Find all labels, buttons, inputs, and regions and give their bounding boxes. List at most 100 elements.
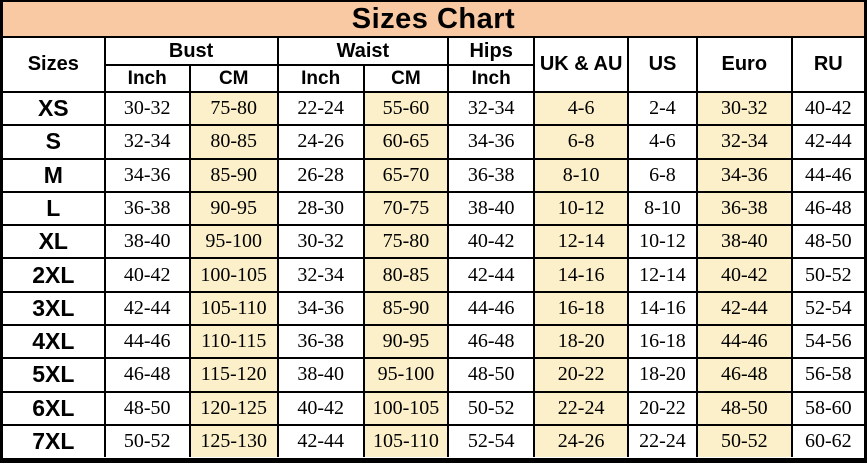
size-label: 7XL: [3, 423, 106, 457]
cell-ru: 54-56: [790, 323, 864, 360]
cell-waist-cm: 105-110: [362, 423, 450, 457]
cell-waist-inch: 22-24: [276, 90, 365, 127]
cell-bust-cm: 75-80: [188, 90, 279, 127]
cell-bust-inch: 48-50: [103, 390, 191, 426]
size-label: XL: [3, 224, 106, 260]
table-row: 4XL 44-46 110-115 36-38 90-95 46-48 18-20 16-18…: [3, 323, 864, 360]
subheader-bust-inch: Inch: [104, 64, 191, 93]
size-label: S: [3, 124, 106, 160]
cell-waist-cm: 100-105: [362, 390, 450, 426]
cell-uk-au: 4-6: [533, 90, 630, 127]
cell-us: 22-24: [627, 423, 698, 457]
cell-bust-cm: 85-90: [188, 157, 279, 193]
cell-uk-au: 20-22: [533, 357, 630, 393]
cell-bust-inch: 30-32: [103, 90, 191, 127]
size-label: XS: [3, 90, 106, 127]
cell-us: 2-4: [627, 90, 698, 127]
cell-ru: 44-46: [790, 157, 864, 193]
cell-waist-cm: 75-80: [362, 224, 450, 260]
cell-bust-cm: 115-120: [188, 357, 279, 393]
cell-bust-inch: 44-46: [103, 323, 191, 360]
size-label: 6XL: [3, 390, 106, 426]
cell-bust-inch: 34-36: [103, 157, 191, 193]
cell-bust-inch: 42-44: [103, 290, 191, 326]
cell-bust-cm: 125-130: [188, 423, 279, 457]
cell-euro: 30-32: [695, 90, 793, 127]
cell-uk-au: 10-12: [533, 190, 630, 227]
cell-uk-au: 16-18: [533, 290, 630, 326]
cell-us: 16-18: [627, 323, 698, 360]
cell-waist-inch: 32-34: [276, 257, 365, 293]
cell-us: 8-10: [627, 190, 698, 227]
cell-bust-cm: 90-95: [188, 190, 279, 227]
cell-bust-inch: 50-52: [103, 423, 191, 457]
cell-uk-au: 22-24: [533, 390, 630, 426]
size-label: L: [3, 190, 106, 227]
cell-euro: 48-50: [695, 390, 793, 426]
table-row: XL 38-40 95-100 30-32 75-80 40-42 12-14 10-12 38…: [3, 224, 864, 260]
cell-hips-inch: 42-44: [447, 257, 536, 293]
cell-uk-au: 12-14: [533, 224, 630, 260]
header-group-row: Sizes Bust Waist Hips UK & AU US Euro RU: [3, 38, 864, 93]
column-header-us: US: [627, 38, 698, 93]
cell-waist-inch: 42-44: [276, 423, 365, 457]
cell-bust-cm: 105-110: [188, 290, 279, 326]
table-row: M 34-36 85-90 26-28 65-70 36-38 8-10 6-8 34-36 44…: [3, 157, 864, 193]
column-header-euro: Euro: [695, 38, 793, 93]
cell-ru: 58-60: [790, 390, 864, 426]
cell-euro: 32-34: [695, 124, 793, 160]
cell-bust-inch: 36-38: [103, 190, 191, 227]
cell-hips-inch: 52-54: [447, 423, 536, 457]
subheader-bust-cm: CM: [188, 64, 279, 93]
cell-waist-cm: 55-60: [362, 90, 450, 127]
cell-hips-inch: 48-50: [447, 357, 536, 393]
cell-us: 14-16: [627, 290, 698, 326]
size-label: 4XL: [3, 323, 106, 360]
column-header-hips: Hips: [447, 38, 536, 66]
table-row: S 32-34 80-85 24-26 60-65 34-36 6-8 4-6 32-34 42-…: [3, 124, 864, 160]
header-unit-row: Inch CM Inch CM Inch: [3, 64, 864, 93]
cell-euro: 46-48: [695, 357, 793, 393]
table-row: 3XL 42-44 105-110 34-36 85-90 44-46 16-18 14-16…: [3, 290, 864, 326]
cell-bust-cm: 100-105: [188, 257, 279, 293]
cell-waist-cm: 80-85: [362, 257, 450, 293]
column-header-bust: Bust: [103, 38, 279, 66]
cell-ru: 52-54: [790, 290, 864, 326]
cell-waist-cm: 65-70: [362, 157, 450, 193]
cell-euro: 38-40: [695, 224, 793, 260]
cell-euro: 40-42: [695, 257, 793, 293]
cell-euro: 36-38: [695, 190, 793, 227]
cell-hips-inch: 44-46: [447, 290, 536, 326]
cell-waist-cm: 85-90: [362, 290, 450, 326]
cell-ru: 48-50: [790, 224, 864, 260]
subheader-waist-inch: Inch: [276, 64, 365, 93]
cell-euro: 34-36: [695, 157, 793, 193]
cell-hips-inch: 36-38: [447, 157, 536, 193]
cell-waist-cm: 90-95: [362, 323, 450, 360]
size-label: M: [3, 157, 106, 193]
cell-ru: 42-44: [790, 124, 864, 160]
cell-bust-cm: 80-85: [188, 124, 279, 160]
cell-hips-inch: 32-34: [447, 90, 536, 127]
cell-waist-inch: 30-32: [276, 224, 365, 260]
table-row: 2XL 40-42 100-105 32-34 80-85 42-44 14-16 12-14…: [3, 257, 864, 293]
cell-uk-au: 14-16: [533, 257, 630, 293]
title-bar: Sizes Chart: [3, 2, 864, 38]
column-header-ru: RU: [790, 38, 864, 93]
cell-hips-inch: 34-36: [447, 124, 536, 160]
cell-bust-inch: 38-40: [103, 224, 191, 260]
cell-euro: 42-44: [695, 290, 793, 326]
cell-waist-inch: 24-26: [276, 124, 365, 160]
column-header-uk-au: UK & AU: [533, 38, 630, 93]
cell-uk-au: 24-26: [533, 423, 630, 457]
cell-waist-inch: 26-28: [276, 157, 365, 193]
cell-us: 18-20: [627, 357, 698, 393]
subheader-waist-cm: CM: [362, 64, 450, 93]
cell-bust-inch: 40-42: [103, 257, 191, 293]
cell-hips-inch: 46-48: [447, 323, 536, 360]
cell-uk-au: 6-8: [533, 124, 630, 160]
cell-waist-inch: 36-38: [276, 323, 365, 360]
table-row: XS 30-32 75-80 22-24 55-60 32-34 4-6 2-4 30-32 40…: [3, 90, 864, 127]
cell-waist-cm: 70-75: [362, 190, 450, 227]
